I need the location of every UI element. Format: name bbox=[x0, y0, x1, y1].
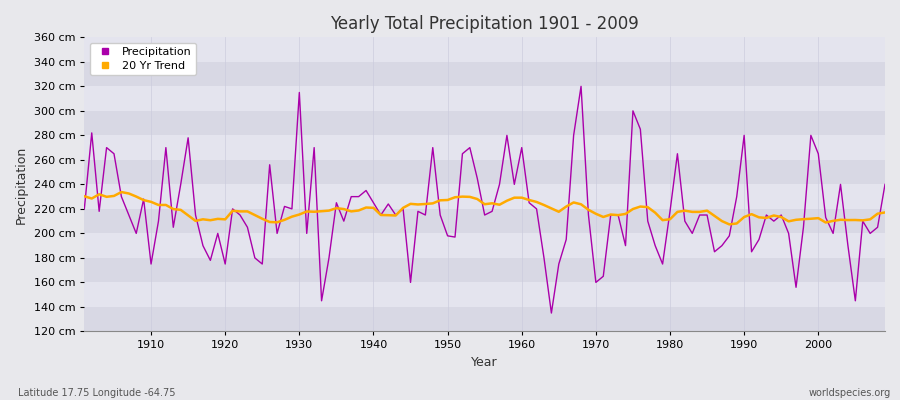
Bar bbox=[85, 233, 885, 258]
Legend: Precipitation, 20 Yr Trend: Precipitation, 20 Yr Trend bbox=[90, 43, 196, 75]
Text: Latitude 17.75 Longitude -64.75: Latitude 17.75 Longitude -64.75 bbox=[18, 388, 176, 398]
Text: worldspecies.org: worldspecies.org bbox=[809, 388, 891, 398]
Bar bbox=[85, 135, 885, 160]
Bar bbox=[85, 307, 885, 332]
Y-axis label: Precipitation: Precipitation bbox=[15, 145, 28, 224]
Title: Yearly Total Precipitation 1901 - 2009: Yearly Total Precipitation 1901 - 2009 bbox=[330, 15, 639, 33]
Bar bbox=[85, 282, 885, 307]
Bar bbox=[85, 111, 885, 135]
Bar bbox=[85, 86, 885, 111]
Bar bbox=[85, 184, 885, 209]
Bar bbox=[85, 209, 885, 233]
Bar bbox=[85, 258, 885, 282]
Bar bbox=[85, 37, 885, 62]
Bar bbox=[85, 160, 885, 184]
Bar bbox=[85, 62, 885, 86]
X-axis label: Year: Year bbox=[472, 356, 498, 369]
